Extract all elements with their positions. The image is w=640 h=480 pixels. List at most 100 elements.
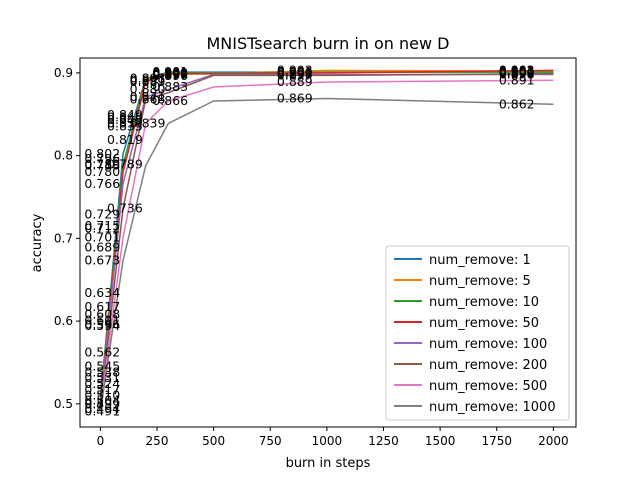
legend-label: num_remove: 5 (429, 274, 531, 289)
data-label: 0.5 (84, 396, 104, 411)
data-label: 0.900 (277, 65, 313, 80)
data-label: 0.849 (107, 107, 143, 122)
data-label: 0.524 (84, 376, 120, 391)
data-label: 0.883 (152, 79, 188, 94)
x-tick-label: 1750 (481, 434, 512, 448)
data-label: 0.862 (499, 96, 535, 111)
legend-label: num_remove: 10 (429, 295, 539, 310)
data-label: 0.712 (84, 220, 120, 235)
data-label: 0.517 (84, 382, 120, 397)
data-label: 0.715 (84, 218, 120, 233)
data-label: 0.634 (84, 285, 120, 300)
data-label: 0.617 (84, 299, 120, 314)
x-tick-label: 1000 (312, 434, 343, 448)
data-label: 0.899 (499, 66, 535, 81)
data-label: 0.898 (277, 67, 313, 82)
data-label: 0.901 (499, 64, 535, 79)
data-label: 0.839 (130, 115, 166, 130)
data-label: 0.494 (84, 401, 120, 416)
data-label: 0.891 (130, 72, 166, 87)
data-label: 0.897 (152, 67, 188, 82)
y-tick-label: 0.6 (54, 314, 73, 328)
data-label: 0.891 (499, 72, 535, 87)
legend-label: num_remove: 200 (429, 358, 547, 373)
data-label: 0.899 (152, 66, 188, 81)
data-label: 0.608 (84, 306, 120, 321)
legend-label: num_remove: 50 (429, 316, 539, 331)
series-line-5 (99, 73, 554, 404)
data-label: 0.594 (84, 318, 120, 333)
data-label: 0.880 (130, 81, 166, 96)
chart-title: MNISTsearch burn in on new D (207, 34, 450, 53)
data-label: 0.788 (84, 158, 120, 173)
data-label: 0.889 (130, 74, 166, 89)
data-label: 0.900 (152, 65, 188, 80)
legend-label: num_remove: 500 (429, 379, 547, 394)
data-label: 0.796 (84, 151, 120, 166)
data-label: 0.898 (152, 67, 188, 82)
data-label: 0.901 (152, 64, 188, 79)
series-line-6 (99, 72, 554, 408)
legend: num_remove: 1 num_remove: 5 num_remove: 10… (385, 245, 570, 421)
data-label: 0.789 (107, 157, 143, 172)
legend-label: num_remove: 1000 (429, 400, 556, 415)
data-label: 0.869 (277, 91, 313, 106)
axes-frame (79, 57, 577, 428)
data-label: 0.510 (84, 388, 120, 403)
y-tick-label: 0.9 (54, 66, 73, 80)
data-label: 0.835 (107, 119, 143, 134)
x-tick-label: 250 (146, 434, 169, 448)
data-label: 0.504 (84, 393, 120, 408)
data-label: 0.903 (277, 62, 313, 77)
legend-label: num_remove: 100 (429, 337, 547, 352)
data-label: 0.843 (107, 112, 143, 127)
x-tick-label: 2000 (538, 434, 569, 448)
data-label: 0.562 (84, 345, 120, 360)
data-label: 0.868 (130, 91, 166, 106)
data-label: 0.601 (84, 312, 120, 327)
data-label: 0.531 (84, 370, 120, 385)
data-label: 0.673 (84, 253, 120, 268)
data-label: 0.491 (84, 403, 120, 418)
data-label: 0.736 (107, 201, 143, 216)
y-axis-label: accuracy (30, 213, 45, 272)
x-tick-label: 750 (259, 434, 282, 448)
data-label: 0.846 (107, 110, 143, 125)
data-label: 0.896 (152, 68, 188, 83)
x-axis-label: burn in steps (286, 456, 371, 471)
data-label: 0.545 (84, 359, 120, 374)
x-tick-label: 1500 (425, 434, 456, 448)
series-line-4 (99, 69, 554, 403)
data-label: 0.866 (152, 93, 188, 108)
series-line-8 (99, 97, 554, 412)
data-label: 0.499 (84, 397, 120, 412)
data-label: 0.839 (107, 115, 143, 130)
data-label: 0.596 (84, 316, 120, 331)
y-tick-label: 0.5 (54, 397, 73, 411)
x-tick-label: 1250 (368, 434, 399, 448)
y-tick-label: 0.7 (54, 231, 73, 245)
data-label: 0.766 (84, 176, 120, 191)
data-label: 0.689 (84, 239, 120, 254)
data-label: 0.789 (84, 157, 120, 172)
data-label: 0.901 (277, 64, 313, 79)
data-label: 0.897 (277, 67, 313, 82)
data-label: 0.889 (277, 74, 313, 89)
x-tick-label: 500 (202, 434, 225, 448)
data-label: 0.729 (84, 206, 120, 221)
data-label: 0.902 (499, 63, 535, 78)
series-line-7 (99, 79, 554, 409)
data-label: 0.802 (84, 146, 120, 161)
data-label: 0.893 (130, 71, 166, 86)
series-line-3 (99, 71, 554, 398)
data-label: 0.871 (130, 89, 166, 104)
legend-box (385, 245, 570, 421)
data-label: 0.819 (107, 132, 143, 147)
data-label: 0.898 (499, 67, 535, 82)
data-label: 0.780 (84, 164, 120, 179)
x-tick-label: 0 (97, 434, 105, 448)
y-tick-label: 0.8 (54, 149, 73, 163)
data-label: 0.903 (499, 62, 535, 77)
